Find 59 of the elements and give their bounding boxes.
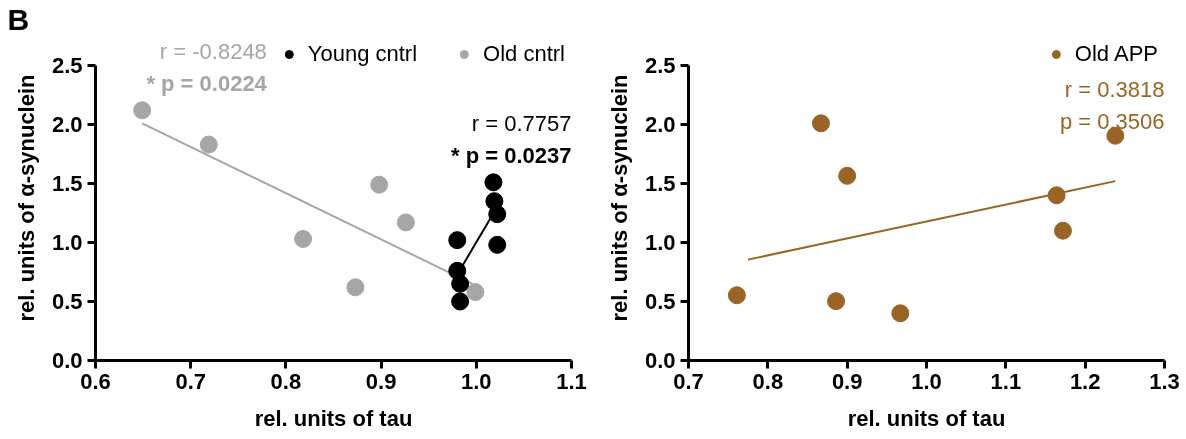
x-tick-label: 0.9 xyxy=(831,368,863,394)
x-tick-label: 1.3 xyxy=(1149,368,1180,394)
legend-label: Young cntrl xyxy=(307,41,418,67)
x-tick-label: 0.8 xyxy=(752,368,784,394)
y-tick-label: 2.5 xyxy=(644,53,676,78)
x-tick-label: 0.7 xyxy=(673,368,704,394)
y-tick-label: 2.0 xyxy=(644,112,676,137)
text: r = -0.8248 xyxy=(159,39,267,64)
point xyxy=(370,175,389,194)
annotation: p = 0.3506 xyxy=(1059,109,1165,134)
annotation: r = 0.7757 xyxy=(471,111,572,136)
y-tick-label: 0.0 xyxy=(51,348,83,373)
x-axis-title: rel. units of tau xyxy=(847,405,1006,431)
y-tick-label: 1.5 xyxy=(51,171,83,196)
point xyxy=(294,229,313,248)
point xyxy=(466,283,485,302)
x-axis-title: rel. units of tau xyxy=(254,405,413,431)
point xyxy=(199,135,218,154)
point xyxy=(484,173,503,192)
y-tick-label: 1.0 xyxy=(51,230,83,255)
y-tick-label: 2.5 xyxy=(51,53,83,78)
y-tick-label: 0.5 xyxy=(644,289,676,314)
point xyxy=(727,286,746,305)
annotation: r = 0.3818 xyxy=(1064,77,1165,102)
point xyxy=(133,101,152,120)
y-tick-label: 1.0 xyxy=(644,230,676,255)
point xyxy=(448,231,467,250)
point xyxy=(488,205,507,224)
x-tick-label: 1.2 xyxy=(1069,368,1101,394)
point xyxy=(396,213,415,232)
annotation: * p = 0.0237 xyxy=(451,143,572,168)
x-tick-label: 1.1 xyxy=(990,368,1022,394)
x-tick-label: 0.7 xyxy=(175,368,206,394)
legend-label: Old cntrl xyxy=(483,41,565,67)
x-tick-label: 0.6 xyxy=(80,368,111,394)
point xyxy=(1047,186,1066,205)
y-axis-title: rel. units of α-synuclein xyxy=(606,74,632,322)
y-tick-label: 2.0 xyxy=(51,112,83,137)
x-tick-label: 1.0 xyxy=(461,368,492,394)
y-tick-label: 1.5 xyxy=(644,171,676,196)
point xyxy=(1053,221,1072,240)
annotation: * p = 0.0224 xyxy=(146,71,268,96)
x-tick-label: 1.1 xyxy=(556,368,587,394)
point xyxy=(488,235,507,254)
legend-label: Old APP xyxy=(1074,41,1158,67)
point xyxy=(451,274,470,293)
point xyxy=(827,292,846,311)
x-tick-label: 1.0 xyxy=(911,368,942,394)
y-tick-label: 0.5 xyxy=(51,289,83,314)
x-tick-label: 0.9 xyxy=(365,368,397,394)
point xyxy=(838,166,857,185)
text: B xyxy=(7,2,30,36)
point xyxy=(451,292,470,311)
point xyxy=(811,114,830,133)
x-tick-label: 0.8 xyxy=(270,368,302,394)
point xyxy=(891,304,910,323)
y-axis-title: rel. units of α-synuclein xyxy=(13,74,39,322)
y-tick-label: 0.0 xyxy=(644,348,676,373)
point xyxy=(346,278,365,297)
